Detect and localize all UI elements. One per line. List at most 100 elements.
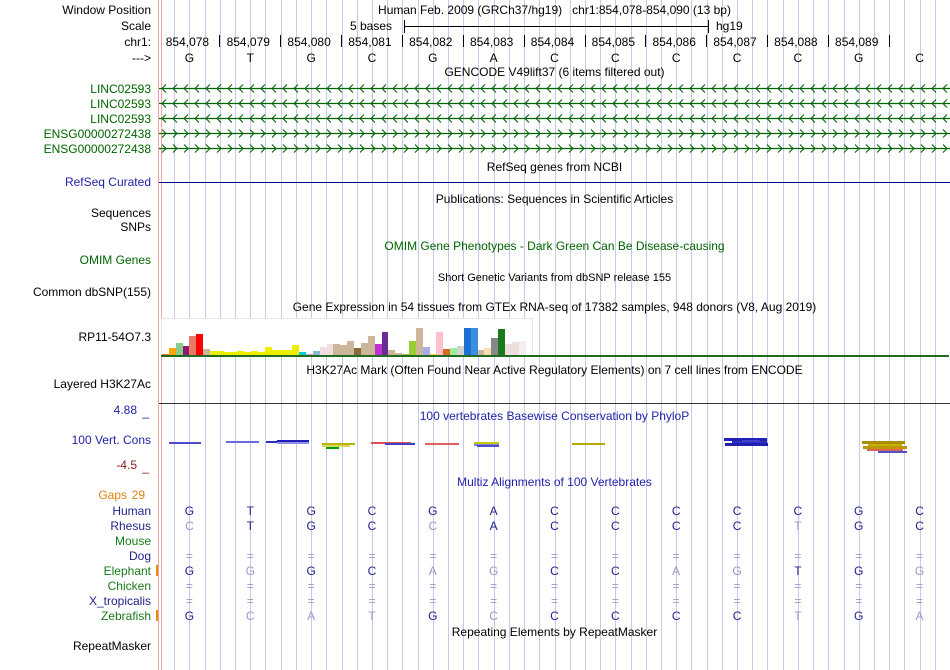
gtex-tissue-bar[interactable] xyxy=(278,350,286,357)
multiz-base-cell[interactable]: A xyxy=(672,564,681,578)
multiz-base-cell[interactable]: C xyxy=(489,609,498,623)
multiz-gap-cell[interactable]: = xyxy=(611,594,619,608)
gtex-tissue-bar[interactable] xyxy=(450,348,457,357)
multiz-base-cell[interactable]: G xyxy=(732,564,742,578)
multiz-base-cell[interactable]: T xyxy=(246,504,254,518)
multiz-base-cell[interactable]: C xyxy=(185,519,194,533)
multiz-base-cell[interactable]: C xyxy=(428,519,438,533)
multiz-base-cell[interactable]: C xyxy=(793,504,803,518)
gtex-tissue-bar[interactable] xyxy=(511,342,519,357)
multiz-base-cell[interactable]: T xyxy=(368,609,376,623)
gencode-gene-arrow-line[interactable] xyxy=(159,83,950,94)
multiz-gap-cell[interactable]: = xyxy=(794,594,802,608)
multiz-base-cell[interactable]: A xyxy=(489,519,498,533)
multiz-base-cell[interactable]: G xyxy=(488,564,499,578)
multiz-species-label[interactable]: X_tropicalis xyxy=(88,594,151,608)
gtex-tissue-bar[interactable] xyxy=(326,344,334,357)
gtex-tissue-bar[interactable] xyxy=(518,341,526,357)
gtex-tissue-bar[interactable] xyxy=(367,336,375,357)
multiz-gap-cell[interactable]: = xyxy=(429,579,437,593)
multiz-gap-cell[interactable]: = xyxy=(368,549,376,563)
multiz-base-cell[interactable]: C xyxy=(732,519,742,533)
gtex-tissue-bar[interactable] xyxy=(374,344,382,357)
gtex-tissue-bar[interactable] xyxy=(415,328,423,357)
multiz-gap-cell[interactable]: = xyxy=(794,549,802,563)
gtex-tissue-bar[interactable] xyxy=(244,352,252,357)
gtex-tissue-bar[interactable] xyxy=(175,343,183,357)
multiz-species-label[interactable]: Human xyxy=(112,504,151,518)
multiz-base-cell[interactable]: G xyxy=(245,564,255,578)
multiz-base-cell[interactable]: T xyxy=(246,519,254,533)
multiz-gap-cell[interactable]: = xyxy=(185,579,193,593)
gtex-tissue-bar[interactable] xyxy=(230,352,238,357)
multiz-gap-cell[interactable]: = xyxy=(611,579,619,593)
multiz-base-cell[interactable]: G xyxy=(306,504,316,518)
multiz-base-cell[interactable]: G xyxy=(914,564,925,578)
multiz-gap-cell[interactable]: = xyxy=(794,579,802,593)
multiz-species-label[interactable]: Mouse xyxy=(114,534,151,548)
gencode-gene-arrow-line[interactable] xyxy=(159,98,950,109)
multiz-base-cell[interactable]: C xyxy=(915,519,924,533)
gtex-tissue-bar[interactable] xyxy=(504,344,512,357)
multiz-gap-cell[interactable]: = xyxy=(733,594,741,608)
gtex-expression-barchart[interactable] xyxy=(161,318,533,357)
gtex-tissue-bar[interactable] xyxy=(381,332,389,357)
multiz-base-cell[interactable]: A xyxy=(428,564,437,578)
repeatmasker-label[interactable]: RepeatMasker xyxy=(72,639,151,653)
multiz-gap-cell[interactable]: = xyxy=(916,579,924,593)
multiz-gap-cell[interactable]: = xyxy=(550,549,558,563)
multiz-base-cell[interactable]: C xyxy=(550,564,559,578)
gtex-tissue-bar[interactable] xyxy=(333,344,341,357)
multiz-base-cell[interactable]: C xyxy=(671,519,681,533)
refseq-curated-label[interactable]: RefSeq Curated xyxy=(64,175,151,189)
multiz-species-label[interactable]: Zebrafish xyxy=(100,609,151,623)
multiz-base-cell[interactable]: G xyxy=(854,519,864,533)
h3k27ac-label[interactable]: Layered H3K27Ac xyxy=(53,377,151,391)
gencode-gene-label[interactable]: LINC02593 xyxy=(90,82,151,96)
multiz-gap-cell[interactable]: = xyxy=(368,594,376,608)
multiz-gap-cell[interactable]: = xyxy=(855,594,863,608)
multiz-gap-cell[interactable]: = xyxy=(429,594,437,608)
gtex-tissue-bar[interactable] xyxy=(210,351,217,357)
phylop-conservation-plot[interactable] xyxy=(159,404,950,478)
multiz-base-cell[interactable]: G xyxy=(184,609,195,623)
gencode-gene-arrow-line[interactable] xyxy=(159,143,950,154)
multiz-base-cell[interactable]: C xyxy=(915,504,924,518)
gtex-tissue-bar[interactable] xyxy=(319,347,327,357)
multiz-base-cell[interactable]: G xyxy=(854,504,864,518)
gtex-tissue-bar[interactable] xyxy=(443,349,451,357)
gtex-tissue-bar[interactable] xyxy=(436,332,444,357)
multiz-base-cell[interactable]: C xyxy=(671,504,681,518)
multiz-base-cell[interactable]: G xyxy=(428,504,438,518)
multiz-base-cell[interactable]: C xyxy=(732,609,742,623)
gtex-tissue-bar[interactable] xyxy=(360,343,368,357)
multiz-gap-cell[interactable]: = xyxy=(611,549,619,563)
gtex-tissue-bar[interactable] xyxy=(388,350,396,357)
gtex-gene-label[interactable]: RP11-54O7.3 xyxy=(78,330,152,344)
multiz-base-cell[interactable]: G xyxy=(184,504,195,518)
multiz-base-cell[interactable]: A xyxy=(307,609,316,623)
gtex-tissue-bar[interactable] xyxy=(237,351,245,357)
gtex-tissue-bar[interactable] xyxy=(312,351,320,357)
gencode-gene-label[interactable]: LINC02593 xyxy=(90,97,151,111)
multiz-base-cell[interactable]: G xyxy=(184,564,195,578)
multiz-gap-cell[interactable]: = xyxy=(185,594,193,608)
multiz-base-cell[interactable]: A xyxy=(489,504,498,518)
common-dbsnp-label[interactable]: Common dbSNP(155) xyxy=(32,285,151,299)
multiz-base-cell[interactable]: G xyxy=(854,609,864,623)
gtex-tissue-bar[interactable] xyxy=(203,349,211,357)
gtex-tissue-bar[interactable] xyxy=(477,350,485,357)
gtex-tissue-bar[interactable] xyxy=(271,350,279,357)
multiz-base-cell[interactable]: C xyxy=(611,519,620,533)
multiz-base-cell[interactable]: C xyxy=(245,609,255,623)
gaps-label[interactable]: Gaps xyxy=(98,488,127,502)
gtex-tissue-bar[interactable] xyxy=(292,345,300,357)
multiz-base-cell[interactable]: C xyxy=(732,504,742,518)
gtex-tissue-bar[interactable] xyxy=(408,341,416,357)
gtex-tissue-bar[interactable] xyxy=(470,328,478,357)
multiz-base-cell[interactable]: G xyxy=(306,519,316,533)
multiz-gap-cell[interactable]: = xyxy=(185,549,193,563)
multiz-gap-cell[interactable]: = xyxy=(916,549,924,563)
multiz-gap-cell[interactable]: = xyxy=(429,549,437,563)
multiz-base-cell[interactable]: G xyxy=(428,609,438,623)
